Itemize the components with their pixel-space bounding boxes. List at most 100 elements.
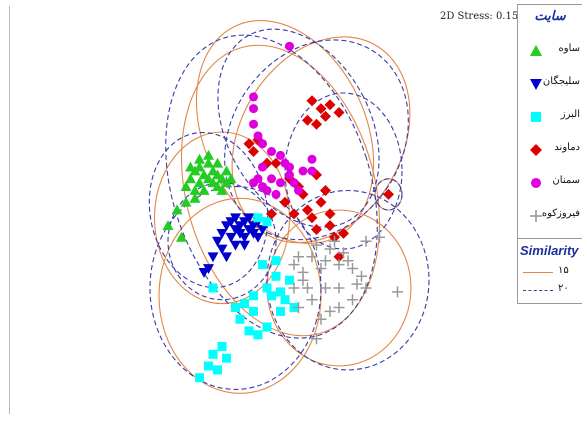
data-point	[279, 196, 291, 208]
data-point	[212, 236, 223, 247]
data-point	[315, 263, 327, 274]
data-point	[285, 162, 294, 172]
data-point	[360, 235, 372, 247]
data-point	[213, 365, 222, 375]
legend-title: سایت	[534, 9, 566, 24]
data-point	[262, 217, 272, 227]
data-point	[311, 333, 322, 345]
data-point	[258, 162, 267, 172]
data-point	[302, 282, 313, 294]
data-point	[195, 373, 204, 383]
data-point	[253, 213, 263, 223]
data-point	[333, 251, 345, 263]
data-point	[320, 110, 331, 122]
data-point	[329, 235, 340, 247]
data-point	[333, 107, 345, 118]
data-point	[248, 146, 259, 157]
data-point	[285, 275, 294, 285]
data-point	[225, 232, 237, 243]
data-point	[240, 299, 249, 309]
data-point	[221, 252, 232, 263]
data-point	[253, 131, 263, 141]
data-point	[294, 186, 303, 195]
cluster-ellipse	[148, 131, 269, 289]
data-point	[356, 270, 367, 282]
data-point	[212, 157, 223, 168]
legend-label: سلیجگان	[542, 76, 580, 87]
data-point	[347, 263, 358, 274]
data-point	[320, 282, 331, 294]
data-point	[253, 330, 263, 340]
data-point	[198, 268, 210, 278]
data-point	[194, 161, 205, 172]
data-point	[342, 255, 354, 267]
data-point	[285, 170, 294, 180]
data-point	[208, 349, 218, 359]
data-point	[288, 208, 300, 220]
data-point	[270, 157, 282, 169]
solid-line-icon	[523, 272, 553, 273]
data-point	[311, 239, 322, 251]
data-point	[276, 287, 285, 297]
data-point	[258, 260, 267, 270]
legend-item-damavand: دماوند	[518, 138, 582, 162]
data-point	[333, 282, 345, 294]
similarity-level-15: ۱۵	[521, 265, 581, 281]
data-point	[297, 274, 309, 286]
cluster-ellipse	[374, 178, 403, 211]
data-point	[302, 114, 313, 126]
data-point	[208, 283, 218, 293]
data-point	[249, 104, 258, 114]
data-point	[267, 147, 276, 156]
legend-label: البرز	[560, 109, 580, 120]
cluster-ellipse	[165, 34, 378, 339]
data-point	[311, 224, 322, 235]
data-point	[262, 283, 272, 293]
data-point	[217, 342, 227, 351]
square-icon	[531, 112, 541, 122]
data-point	[239, 232, 250, 243]
data-point	[311, 118, 322, 130]
data-point	[293, 251, 304, 263]
data-point	[204, 361, 213, 371]
legend: سایت ساوه سلیجگان البرز دماوند سمنان فیر…	[517, 4, 582, 304]
data-point	[262, 322, 272, 332]
data-point	[194, 153, 205, 164]
data-point	[285, 41, 294, 51]
data-point	[249, 306, 258, 316]
similarity-title: Similarity	[520, 243, 579, 258]
data-point	[189, 192, 201, 203]
data-point	[288, 259, 300, 271]
similarity-label: ۱۵	[558, 265, 569, 276]
data-point	[249, 92, 258, 102]
data-point	[198, 185, 210, 195]
similarity-contours-15	[153, 20, 412, 394]
data-point	[271, 256, 281, 266]
diamond-icon	[530, 144, 542, 156]
data-point	[162, 220, 174, 230]
data-point	[180, 181, 192, 191]
series-plus	[288, 231, 403, 345]
data-point	[249, 178, 258, 188]
data-point	[243, 213, 255, 224]
data-point	[320, 255, 331, 267]
data-point	[306, 294, 318, 306]
data-point	[315, 196, 327, 208]
data-point	[185, 173, 196, 184]
triangle-up-icon	[530, 45, 542, 56]
data-point	[216, 229, 228, 239]
series-square	[195, 213, 299, 383]
data-point	[267, 174, 276, 184]
data-point	[360, 282, 372, 294]
cluster-ellipse	[180, 44, 381, 337]
data-point	[249, 119, 258, 129]
data-point	[249, 291, 258, 301]
legend-label: فیروزکوه	[541, 208, 580, 219]
cluster-ellipse	[266, 189, 430, 371]
data-point	[239, 240, 250, 251]
data-point	[216, 185, 228, 195]
data-point	[243, 138, 255, 150]
data-point	[276, 150, 285, 160]
stress-label: 2D Stress: 0.15	[440, 11, 519, 22]
data-point	[244, 326, 254, 336]
